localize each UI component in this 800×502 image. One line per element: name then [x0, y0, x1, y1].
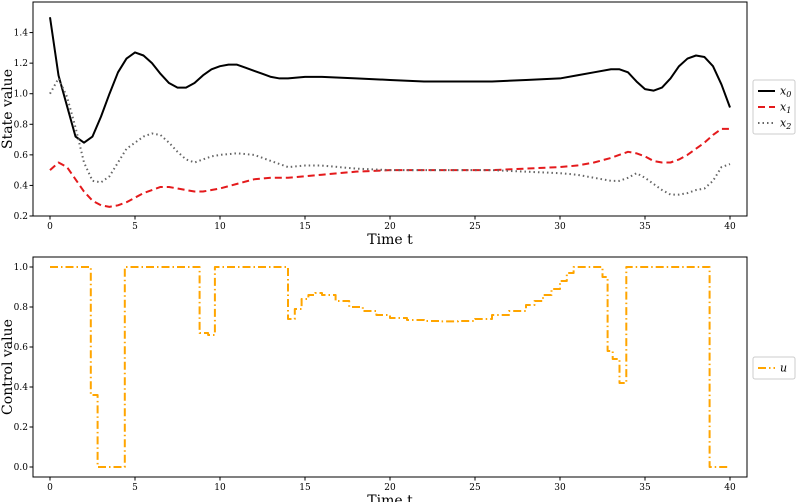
x-tick-label: 0: [47, 483, 53, 493]
x-tick-label: 15: [299, 483, 311, 493]
plot-frame: [32, 256, 748, 478]
y-tick-label: 0.6: [14, 343, 29, 353]
x-tick-label: 25: [469, 222, 481, 232]
x-tick-label: 35: [639, 483, 651, 493]
series-line-x1: [49, 127, 730, 208]
legend-subscript: 0: [786, 90, 791, 99]
x-tick-label: 40: [724, 483, 736, 493]
x-tick-label: 40: [724, 222, 736, 232]
y-tick-label: 0.2: [14, 212, 28, 222]
control-panel: 0 5 10 15 20 25 30 35 40 0.0 0.2 0.4 0.6 0.8 1.0 Time t…: [0, 256, 796, 502]
y-tick-label: 1.4: [14, 29, 29, 39]
series-line-u: [50, 266, 730, 468]
y-tick-label: 0.2: [14, 423, 28, 433]
legend-subscript: 2: [785, 122, 791, 131]
y-tick-label: 0.4: [14, 181, 29, 191]
state-panel: 0 5 10 15 20 25 30 35 400.20.40.60.81.01.21.4Tim…: [0, 1, 796, 248]
y-tick-label: 1.2: [14, 59, 28, 69]
x-tick-label: 5: [132, 222, 138, 232]
x-tick-label: 15: [299, 222, 311, 232]
plot-frame: [32, 1, 748, 217]
x-tick-label: 25: [469, 483, 481, 493]
y-tick-label: 0.4: [14, 383, 29, 393]
x-tick-label: 10: [214, 483, 226, 493]
y-tick-label: 0.6: [14, 151, 29, 161]
y-tick-label: 0.8: [14, 303, 29, 313]
legend-label: x0: [780, 85, 791, 100]
legend-label: x1: [780, 101, 791, 116]
x-tick-label: 0: [47, 222, 53, 232]
y-tick-label: 1.0: [14, 90, 29, 100]
x-tick-label: 30: [554, 483, 566, 493]
x-axis-label: Time t: [367, 232, 413, 248]
legend-subscript: 1: [786, 106, 791, 115]
x-tick-label: 30: [554, 222, 566, 232]
y-axis-label: Control value: [0, 319, 16, 415]
x-tick-label: 5: [132, 483, 138, 493]
y-tick-label: 0.0: [14, 463, 29, 473]
y-tick-label: 0.8: [14, 120, 29, 130]
x-tick-label: 35: [639, 222, 651, 232]
series-line-x0: [49, 17, 731, 144]
series-line-x2: [49, 77, 731, 196]
y-tick-label: 1.0: [14, 263, 29, 273]
x-axis-label: Time t: [367, 493, 413, 502]
legend: u: [752, 356, 796, 380]
legend-label: x2: [780, 117, 791, 132]
x-tick-label: 20: [384, 222, 396, 232]
y-axis-label: State value: [0, 69, 16, 149]
legend-label: u: [780, 362, 787, 375]
x-tick-label: 20: [384, 483, 396, 493]
x-tick-label: 10: [214, 222, 226, 232]
